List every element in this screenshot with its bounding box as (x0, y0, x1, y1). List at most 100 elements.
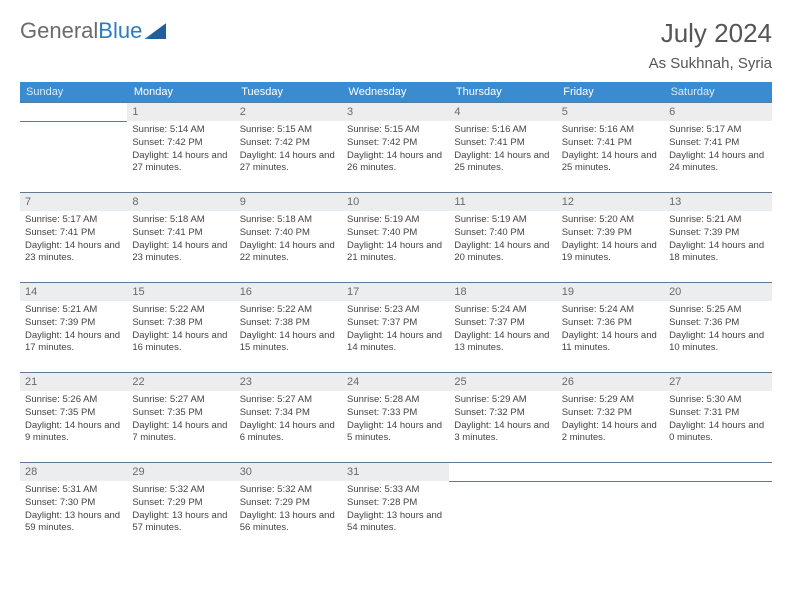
weekday-header: Thursday (449, 82, 556, 102)
day-number: 10 (342, 192, 449, 211)
calendar-day-cell (449, 462, 556, 552)
day-number (449, 462, 556, 481)
day-details: Sunrise: 5:23 AMSunset: 7:37 PMDaylight:… (342, 301, 449, 361)
day-details: Sunrise: 5:19 AMSunset: 7:40 PMDaylight:… (449, 211, 556, 271)
calendar-day-cell: 11Sunrise: 5:19 AMSunset: 7:40 PMDayligh… (449, 192, 556, 282)
calendar-day-cell: 25Sunrise: 5:29 AMSunset: 7:32 PMDayligh… (449, 372, 556, 462)
calendar-day-cell: 22Sunrise: 5:27 AMSunset: 7:35 PMDayligh… (127, 372, 234, 462)
calendar-day-cell: 19Sunrise: 5:24 AMSunset: 7:36 PMDayligh… (557, 282, 664, 372)
day-details: Sunrise: 5:32 AMSunset: 7:29 PMDaylight:… (235, 481, 342, 541)
day-details: Sunrise: 5:26 AMSunset: 7:35 PMDaylight:… (20, 391, 127, 451)
day-number: 5 (557, 102, 664, 121)
day-details: Sunrise: 5:21 AMSunset: 7:39 PMDaylight:… (664, 211, 771, 271)
brand-logo: GeneralBlue (20, 18, 166, 44)
day-number: 25 (449, 372, 556, 391)
calendar-day-cell: 14Sunrise: 5:21 AMSunset: 7:39 PMDayligh… (20, 282, 127, 372)
day-details: Sunrise: 5:20 AMSunset: 7:39 PMDaylight:… (557, 211, 664, 271)
calendar-day-cell: 21Sunrise: 5:26 AMSunset: 7:35 PMDayligh… (20, 372, 127, 462)
day-details (664, 481, 771, 531)
day-number: 9 (235, 192, 342, 211)
month-title: July 2024 (649, 18, 772, 49)
day-details: Sunrise: 5:18 AMSunset: 7:41 PMDaylight:… (127, 211, 234, 271)
calendar-day-cell: 9Sunrise: 5:18 AMSunset: 7:40 PMDaylight… (235, 192, 342, 282)
day-number: 1 (127, 102, 234, 121)
day-details: Sunrise: 5:19 AMSunset: 7:40 PMDaylight:… (342, 211, 449, 271)
day-details: Sunrise: 5:16 AMSunset: 7:41 PMDaylight:… (557, 121, 664, 181)
calendar-day-cell: 4Sunrise: 5:16 AMSunset: 7:41 PMDaylight… (449, 102, 556, 192)
calendar-table: SundayMondayTuesdayWednesdayThursdayFrid… (20, 82, 772, 552)
day-details: Sunrise: 5:22 AMSunset: 7:38 PMDaylight:… (235, 301, 342, 361)
day-details: Sunrise: 5:16 AMSunset: 7:41 PMDaylight:… (449, 121, 556, 181)
day-number: 24 (342, 372, 449, 391)
brand-part1: General (20, 18, 98, 44)
day-details (557, 481, 664, 531)
calendar-day-cell: 13Sunrise: 5:21 AMSunset: 7:39 PMDayligh… (664, 192, 771, 282)
calendar-day-cell: 24Sunrise: 5:28 AMSunset: 7:33 PMDayligh… (342, 372, 449, 462)
calendar-day-cell: 8Sunrise: 5:18 AMSunset: 7:41 PMDaylight… (127, 192, 234, 282)
day-number: 12 (557, 192, 664, 211)
day-number: 17 (342, 282, 449, 301)
brand-part2: Blue (98, 18, 142, 44)
page-header: GeneralBlue July 2024 As Sukhnah, Syria (20, 18, 772, 72)
day-details: Sunrise: 5:17 AMSunset: 7:41 PMDaylight:… (664, 121, 771, 181)
day-details: Sunrise: 5:31 AMSunset: 7:30 PMDaylight:… (20, 481, 127, 541)
day-details: Sunrise: 5:27 AMSunset: 7:34 PMDaylight:… (235, 391, 342, 451)
day-number (557, 462, 664, 481)
weekday-header: Tuesday (235, 82, 342, 102)
day-number: 27 (664, 372, 771, 391)
day-number (664, 462, 771, 481)
day-details (20, 121, 127, 171)
calendar-body: 1Sunrise: 5:14 AMSunset: 7:42 PMDaylight… (20, 102, 772, 552)
day-number: 3 (342, 102, 449, 121)
day-details: Sunrise: 5:24 AMSunset: 7:36 PMDaylight:… (557, 301, 664, 361)
day-number (20, 102, 127, 121)
calendar-day-cell: 7Sunrise: 5:17 AMSunset: 7:41 PMDaylight… (20, 192, 127, 282)
calendar-week-row: 14Sunrise: 5:21 AMSunset: 7:39 PMDayligh… (20, 282, 772, 372)
day-number: 18 (449, 282, 556, 301)
day-details: Sunrise: 5:21 AMSunset: 7:39 PMDaylight:… (20, 301, 127, 361)
calendar-day-cell: 30Sunrise: 5:32 AMSunset: 7:29 PMDayligh… (235, 462, 342, 552)
day-number: 6 (664, 102, 771, 121)
calendar-day-cell (20, 102, 127, 192)
day-number: 15 (127, 282, 234, 301)
calendar-day-cell: 12Sunrise: 5:20 AMSunset: 7:39 PMDayligh… (557, 192, 664, 282)
calendar-day-cell (664, 462, 771, 552)
calendar-page: GeneralBlue July 2024 As Sukhnah, Syria … (0, 0, 792, 562)
calendar-day-cell: 18Sunrise: 5:24 AMSunset: 7:37 PMDayligh… (449, 282, 556, 372)
calendar-week-row: 7Sunrise: 5:17 AMSunset: 7:41 PMDaylight… (20, 192, 772, 282)
weekday-header: Monday (127, 82, 234, 102)
weekday-header: Saturday (664, 82, 771, 102)
title-block: July 2024 As Sukhnah, Syria (649, 18, 772, 72)
weekday-header: Wednesday (342, 82, 449, 102)
day-number: 26 (557, 372, 664, 391)
calendar-day-cell: 1Sunrise: 5:14 AMSunset: 7:42 PMDaylight… (127, 102, 234, 192)
day-details: Sunrise: 5:18 AMSunset: 7:40 PMDaylight:… (235, 211, 342, 271)
weekday-header: Friday (557, 82, 664, 102)
day-details: Sunrise: 5:17 AMSunset: 7:41 PMDaylight:… (20, 211, 127, 271)
day-number: 20 (664, 282, 771, 301)
day-details: Sunrise: 5:15 AMSunset: 7:42 PMDaylight:… (342, 121, 449, 181)
calendar-day-cell: 29Sunrise: 5:32 AMSunset: 7:29 PMDayligh… (127, 462, 234, 552)
day-details: Sunrise: 5:29 AMSunset: 7:32 PMDaylight:… (449, 391, 556, 451)
location-label: As Sukhnah, Syria (649, 55, 772, 72)
day-number: 16 (235, 282, 342, 301)
day-number: 28 (20, 462, 127, 481)
calendar-day-cell: 6Sunrise: 5:17 AMSunset: 7:41 PMDaylight… (664, 102, 771, 192)
day-details (449, 481, 556, 531)
calendar-day-cell: 5Sunrise: 5:16 AMSunset: 7:41 PMDaylight… (557, 102, 664, 192)
day-number: 11 (449, 192, 556, 211)
calendar-day-cell: 15Sunrise: 5:22 AMSunset: 7:38 PMDayligh… (127, 282, 234, 372)
calendar-day-cell: 17Sunrise: 5:23 AMSunset: 7:37 PMDayligh… (342, 282, 449, 372)
day-number: 14 (20, 282, 127, 301)
calendar-head: SundayMondayTuesdayWednesdayThursdayFrid… (20, 82, 772, 102)
day-number: 8 (127, 192, 234, 211)
calendar-day-cell (557, 462, 664, 552)
day-number: 2 (235, 102, 342, 121)
calendar-day-cell: 27Sunrise: 5:30 AMSunset: 7:31 PMDayligh… (664, 372, 771, 462)
day-details: Sunrise: 5:14 AMSunset: 7:42 PMDaylight:… (127, 121, 234, 181)
day-details: Sunrise: 5:24 AMSunset: 7:37 PMDaylight:… (449, 301, 556, 361)
calendar-week-row: 28Sunrise: 5:31 AMSunset: 7:30 PMDayligh… (20, 462, 772, 552)
day-details: Sunrise: 5:22 AMSunset: 7:38 PMDaylight:… (127, 301, 234, 361)
sail-icon (144, 23, 166, 39)
day-number: 29 (127, 462, 234, 481)
